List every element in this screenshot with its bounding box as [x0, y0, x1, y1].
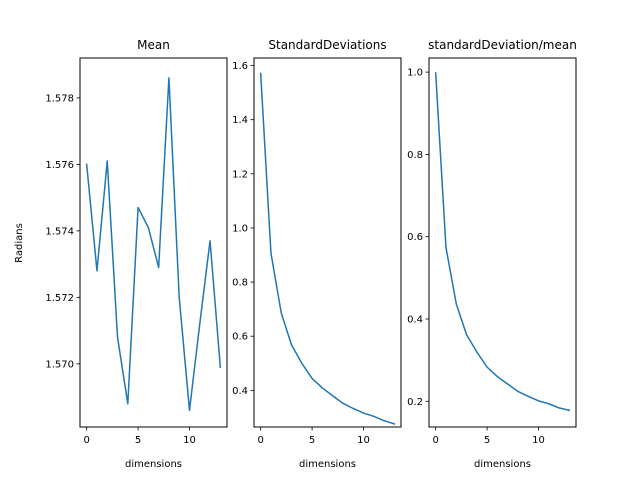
y-tick-label-mean: 1.572 — [45, 293, 74, 304]
y-tick-label-standard-deviations: 1.6 — [232, 61, 248, 72]
y-tick-label-mean: 1.574 — [45, 226, 74, 237]
y-tick-label-standard-deviations: 1.4 — [232, 115, 248, 126]
axes-frame-mean — [79, 57, 228, 428]
x-axis-label-standard-deviations: dimensions — [299, 459, 356, 470]
chart-title-std-over-mean: standardDeviation/mean — [428, 38, 577, 52]
chart-title-mean: Mean — [137, 38, 170, 52]
y-tick-label-std-over-mean: 1.0 — [407, 68, 423, 79]
y-tick-label-std-over-mean: 0.8 — [407, 150, 423, 161]
y-tick-label-std-over-mean: 0.6 — [407, 232, 423, 243]
x-tick-label-standard-deviations: 0 — [257, 435, 263, 446]
y-tick-label-standard-deviations: 0.8 — [232, 278, 248, 289]
subplot-std-over-mean: dimensions 0 5 10 0.2 0.4 0.6 0.8 1.0 standardDe… — [407, 38, 577, 470]
y-tick-label-std-over-mean: 0.4 — [407, 314, 423, 325]
x-tick-label-standard-deviations: 10 — [357, 435, 370, 446]
chart-title-standard-deviations: StandardDeviations — [268, 38, 386, 52]
y-tick-label-standard-deviations: 0.6 — [232, 332, 248, 343]
axes-frame-std-over-mean — [428, 57, 577, 428]
x-tick-label-mean: 5 — [135, 435, 141, 446]
series-line-mean — [85, 77, 222, 412]
x-tick-label-std-over-mean: 10 — [532, 435, 545, 446]
x-tick-label-std-over-mean: 0 — [432, 435, 438, 446]
x-tick-label-mean: 10 — [183, 435, 196, 446]
subplot-standard-deviations: dimensions 0 5 10 0.4 0.6 0.8 1.0 1.2 1.4 1.6 Stan… — [232, 38, 402, 470]
y-tick-label-std-over-mean: 0.2 — [407, 397, 423, 408]
y-tick-label-mean: 1.578 — [45, 93, 74, 104]
y-tick-label-standard-deviations: 1.0 — [232, 223, 248, 234]
axes-frame-standard-deviations — [253, 57, 402, 428]
series-line-standard-deviations — [259, 72, 396, 425]
x-tick-label-std-over-mean: 5 — [484, 435, 490, 446]
x-axis-label-mean: dimensions — [125, 459, 182, 470]
y-tick-label-mean: 1.570 — [45, 359, 74, 370]
y-axis-label-mean: Radians — [14, 223, 25, 263]
y-tick-label-standard-deviations: 1.2 — [232, 169, 248, 180]
y-tick-label-mean: 1.576 — [45, 160, 74, 171]
y-tick-label-standard-deviations: 0.4 — [232, 386, 248, 397]
subplot-mean: dimensions Radians 0 5 10 1.570 1.572 1.574 1.… — [14, 38, 228, 470]
series-line-std-over-mean — [434, 72, 571, 412]
x-tick-label-standard-deviations: 5 — [309, 435, 315, 446]
x-tick-label-mean: 0 — [83, 435, 89, 446]
x-axis-label-std-over-mean: dimensions — [474, 459, 531, 470]
